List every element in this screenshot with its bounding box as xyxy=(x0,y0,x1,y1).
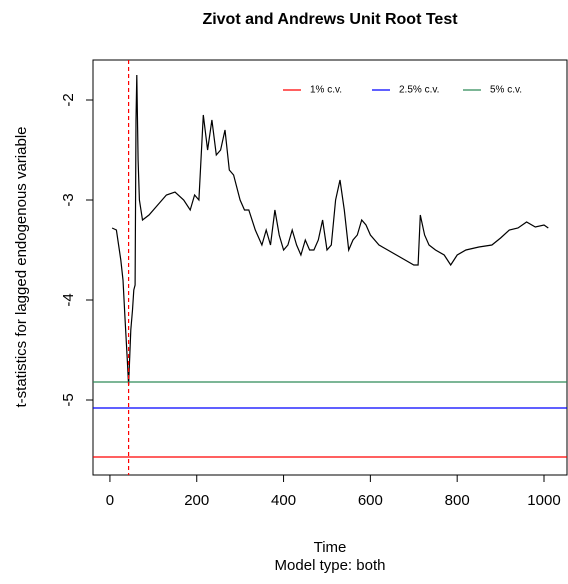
y-tick-label: -3 xyxy=(60,193,77,206)
x-tick-label: 200 xyxy=(184,492,209,509)
x-tick-label: 600 xyxy=(358,492,383,509)
subtitle: Model type: both xyxy=(275,557,386,574)
legend-label: 5% c.v. xyxy=(490,85,522,96)
chart-title: Zivot and Andrews Unit Root Test xyxy=(202,11,458,28)
y-tick-label: -2 xyxy=(60,93,77,106)
legend-label: 1% c.v. xyxy=(310,85,342,96)
y-axis-label: t-statistics for lagged endogenous varia… xyxy=(13,126,30,407)
x-tick-label: 1000 xyxy=(527,492,560,509)
x-tick-label: 0 xyxy=(106,492,114,509)
x-axis-label: Time xyxy=(314,539,347,556)
x-tick-label: 400 xyxy=(271,492,296,509)
y-tick-label: -5 xyxy=(60,393,77,406)
y-tick-label: -4 xyxy=(60,293,77,306)
data-line xyxy=(111,74,549,386)
x-tick-label: 800 xyxy=(445,492,470,509)
plot-box xyxy=(92,59,568,476)
legend-label: 2.5% c.v. xyxy=(399,85,439,96)
